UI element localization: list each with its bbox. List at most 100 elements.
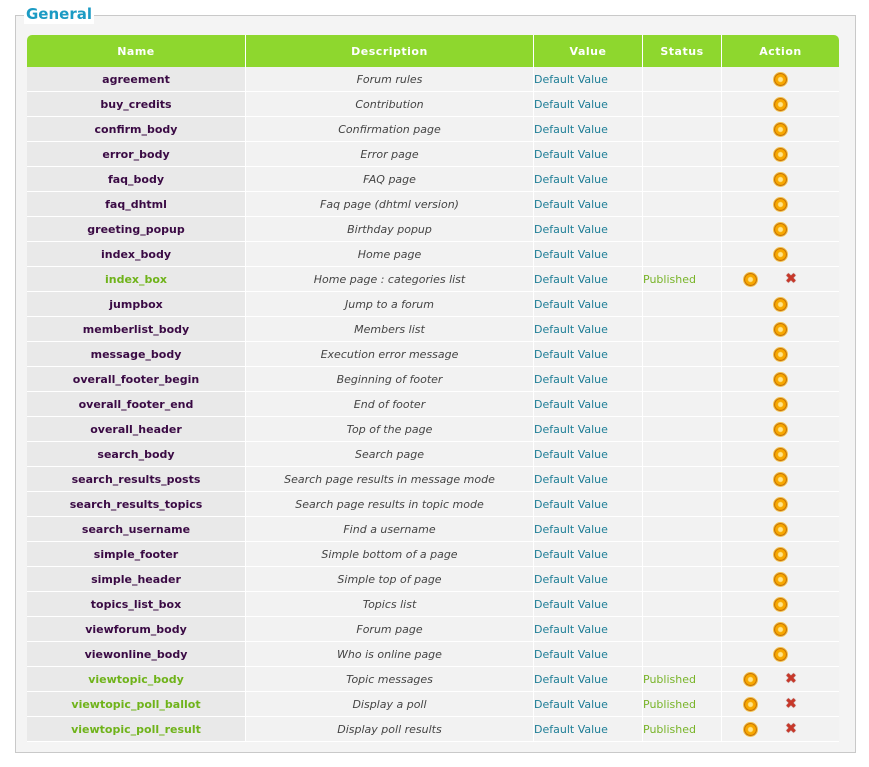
template-status <box>643 67 722 92</box>
edit-gear-icon[interactable] <box>774 72 787 86</box>
template-name[interactable]: index_body <box>27 242 246 267</box>
edit-gear-icon[interactable] <box>774 422 787 436</box>
template-name[interactable]: search_results_posts <box>27 467 246 492</box>
template-status <box>643 117 722 142</box>
edit-gear-icon[interactable] <box>774 547 787 561</box>
template-name[interactable]: viewtopic_poll_ballot <box>27 692 246 717</box>
template-name[interactable]: search_results_topics <box>27 492 246 517</box>
delete-icon[interactable]: ✖ <box>785 696 797 712</box>
edit-gear-icon[interactable] <box>774 297 787 311</box>
template-value-link[interactable]: Default Value <box>534 417 643 442</box>
delete-icon[interactable]: ✖ <box>785 271 797 287</box>
template-value-link[interactable]: Default Value <box>534 192 643 217</box>
template-value-link[interactable]: Default Value <box>534 342 643 367</box>
edit-gear-icon[interactable] <box>774 597 787 611</box>
template-name[interactable]: error_body <box>27 142 246 167</box>
template-value-link[interactable]: Default Value <box>534 267 643 292</box>
template-status <box>643 242 722 267</box>
template-actions <box>722 567 839 592</box>
template-value-link[interactable]: Default Value <box>534 692 643 717</box>
template-name[interactable]: simple_footer <box>27 542 246 567</box>
template-name[interactable]: viewonline_body <box>27 642 246 667</box>
table-row: viewtopic_body Topic messages Default Valu… <box>27 667 839 692</box>
edit-gear-icon[interactable] <box>774 172 787 186</box>
template-value-link[interactable]: Default Value <box>534 242 643 267</box>
template-value-link[interactable]: Default Value <box>534 642 643 667</box>
template-value-link[interactable]: Default Value <box>534 667 643 692</box>
table-row: search_results_posts Search page results … <box>27 467 839 492</box>
column-header-description: Description <box>246 35 534 67</box>
template-name[interactable]: viewforum_body <box>27 617 246 642</box>
table-row: faq_body FAQ page Default Value <box>27 167 839 192</box>
edit-gear-icon[interactable] <box>774 522 787 536</box>
template-name[interactable]: greeting_popup <box>27 217 246 242</box>
template-value-link[interactable]: Default Value <box>534 542 643 567</box>
template-value-link[interactable]: Default Value <box>534 92 643 117</box>
template-name[interactable]: overall_header <box>27 417 246 442</box>
template-description: Forum rules <box>246 67 534 92</box>
template-name[interactable]: search_body <box>27 442 246 467</box>
template-name[interactable]: message_body <box>27 342 246 367</box>
edit-gear-icon[interactable] <box>774 322 787 336</box>
template-status <box>643 492 722 517</box>
edit-gear-icon[interactable] <box>744 697 758 711</box>
template-actions <box>722 442 839 467</box>
edit-gear-icon[interactable] <box>774 397 787 411</box>
template-name[interactable]: search_username <box>27 517 246 542</box>
template-value-link[interactable]: Default Value <box>534 492 643 517</box>
edit-gear-icon[interactable] <box>774 497 787 511</box>
edit-gear-icon[interactable] <box>744 722 758 736</box>
template-value-link[interactable]: Default Value <box>534 517 643 542</box>
template-name[interactable]: overall_footer_begin <box>27 367 246 392</box>
template-value-link[interactable]: Default Value <box>534 467 643 492</box>
template-name[interactable]: jumpbox <box>27 292 246 317</box>
template-value-link[interactable]: Default Value <box>534 392 643 417</box>
template-value-link[interactable]: Default Value <box>534 292 643 317</box>
edit-gear-icon[interactable] <box>774 147 787 161</box>
template-name[interactable]: memberlist_body <box>27 317 246 342</box>
edit-gear-icon[interactable] <box>774 447 787 461</box>
template-value-link[interactable]: Default Value <box>534 617 643 642</box>
edit-gear-icon[interactable] <box>774 247 787 261</box>
edit-gear-icon[interactable] <box>774 372 787 386</box>
template-value-link[interactable]: Default Value <box>534 592 643 617</box>
edit-gear-icon[interactable] <box>774 572 787 586</box>
template-name[interactable]: faq_dhtml <box>27 192 246 217</box>
template-value-link[interactable]: Default Value <box>534 142 643 167</box>
template-value-link[interactable]: Default Value <box>534 442 643 467</box>
template-name[interactable]: topics_list_box <box>27 592 246 617</box>
edit-gear-icon[interactable] <box>774 197 787 211</box>
edit-gear-icon[interactable] <box>744 272 758 286</box>
edit-gear-icon[interactable] <box>744 672 758 686</box>
template-value-link[interactable]: Default Value <box>534 217 643 242</box>
template-name[interactable]: faq_body <box>27 167 246 192</box>
template-name[interactable]: agreement <box>27 67 246 92</box>
edit-gear-icon[interactable] <box>774 347 787 361</box>
template-status: Published <box>643 717 722 742</box>
delete-icon[interactable]: ✖ <box>785 721 797 737</box>
template-name[interactable]: overall_footer_end <box>27 392 246 417</box>
template-name[interactable]: viewtopic_poll_result <box>27 717 246 742</box>
template-value-link[interactable]: Default Value <box>534 117 643 142</box>
template-name[interactable]: confirm_body <box>27 117 246 142</box>
template-value-link[interactable]: Default Value <box>534 567 643 592</box>
edit-gear-icon[interactable] <box>774 647 787 661</box>
template-name[interactable]: buy_credits <box>27 92 246 117</box>
template-status <box>643 342 722 367</box>
edit-gear-icon[interactable] <box>774 222 787 236</box>
template-value-link[interactable]: Default Value <box>534 717 643 742</box>
template-name[interactable]: index_box <box>27 267 246 292</box>
template-name[interactable]: simple_header <box>27 567 246 592</box>
template-value-link[interactable]: Default Value <box>534 367 643 392</box>
template-value-link[interactable]: Default Value <box>534 317 643 342</box>
table-row: topics_list_box Topics list Default Value <box>27 592 839 617</box>
edit-gear-icon[interactable] <box>774 472 787 486</box>
delete-icon[interactable]: ✖ <box>785 671 797 687</box>
template-value-link[interactable]: Default Value <box>534 167 643 192</box>
table-row: agreement Forum rules Default Value <box>27 67 839 92</box>
edit-gear-icon[interactable] <box>774 622 787 636</box>
edit-gear-icon[interactable] <box>774 97 787 111</box>
template-value-link[interactable]: Default Value <box>534 67 643 92</box>
edit-gear-icon[interactable] <box>774 122 787 136</box>
template-name[interactable]: viewtopic_body <box>27 667 246 692</box>
